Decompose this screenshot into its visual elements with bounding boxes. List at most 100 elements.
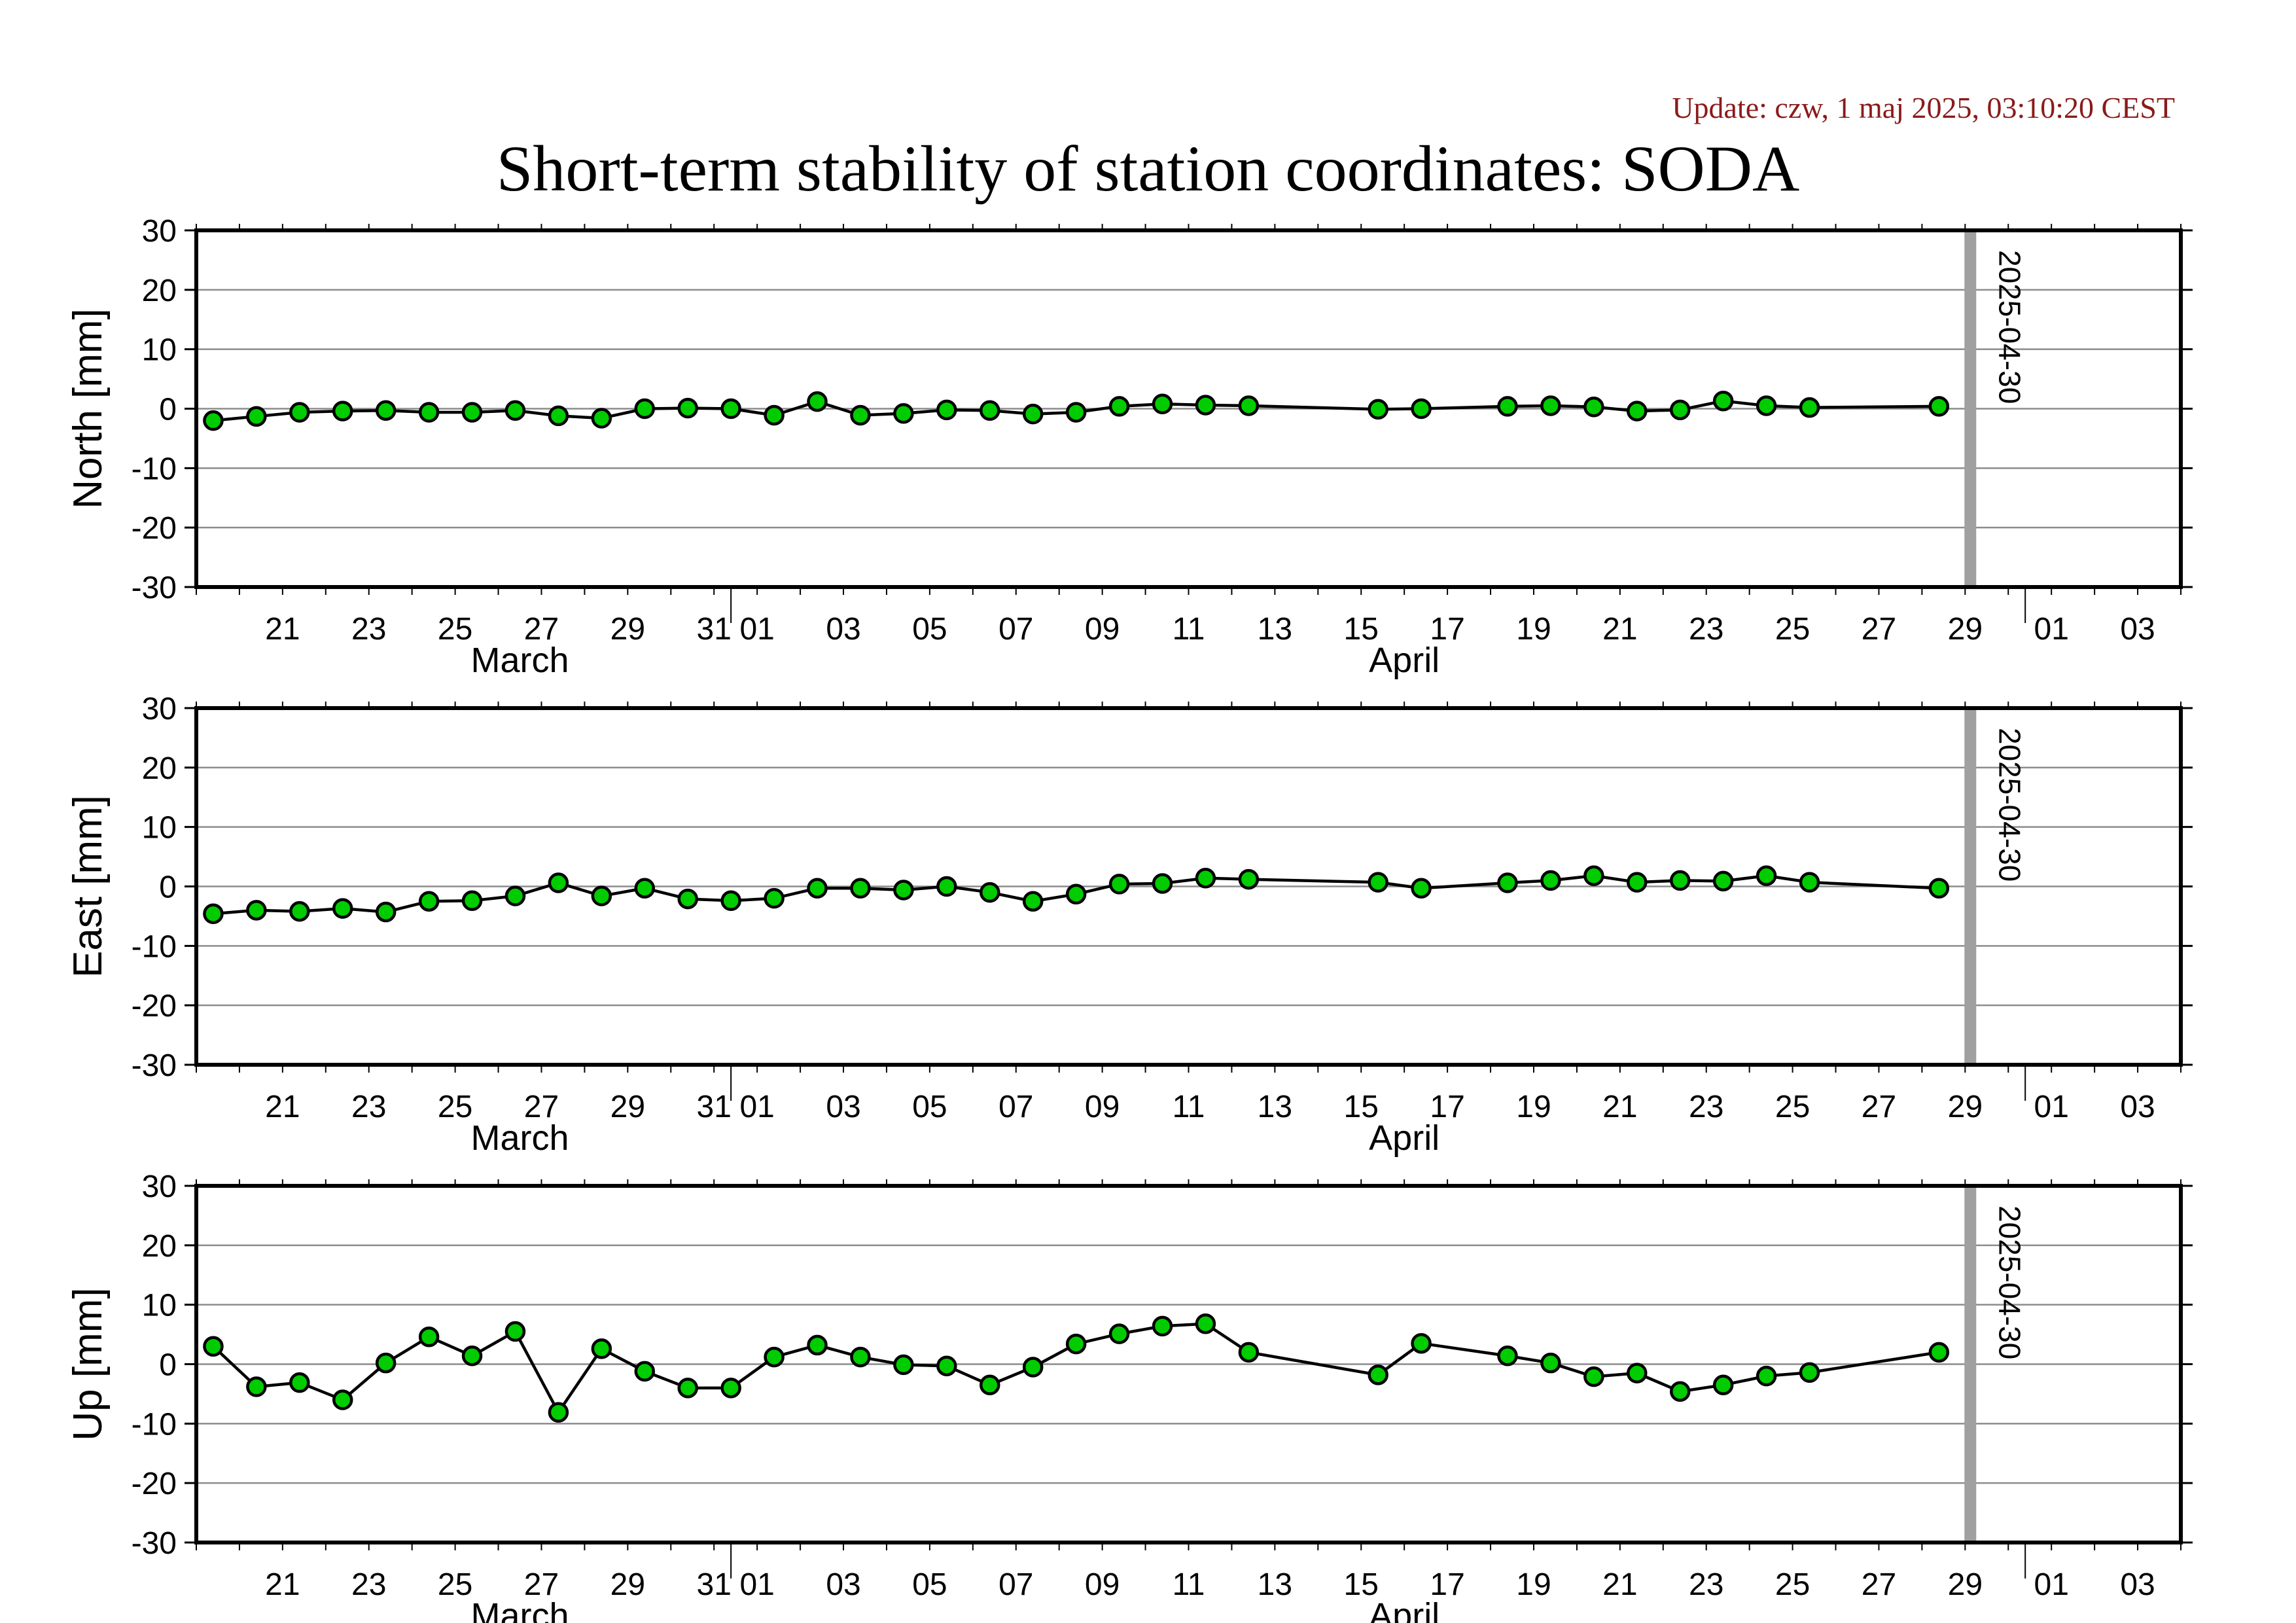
- y-tick-label: -30: [132, 571, 177, 605]
- x-tick-label: 17: [1430, 1090, 1464, 1124]
- y-tick-label: -20: [132, 511, 177, 546]
- x-tick-label: 23: [351, 612, 386, 647]
- data-point: [1799, 1362, 1820, 1383]
- data-point: [375, 901, 397, 923]
- x-tick-label: 23: [1689, 1567, 1723, 1602]
- data-point: [634, 878, 656, 899]
- data-point: [591, 885, 612, 906]
- data-point: [807, 391, 828, 412]
- x-tick-label: 29: [1948, 612, 1983, 647]
- data-point: [332, 898, 353, 919]
- data-point: [1712, 870, 1734, 892]
- data-point: [1152, 873, 1173, 894]
- x-tick-label: 29: [610, 1567, 645, 1602]
- x-tick-label: 25: [1775, 1090, 1810, 1124]
- data-point: [548, 405, 569, 427]
- data-point: [1022, 1357, 1044, 1378]
- data-point: [375, 1352, 397, 1374]
- x-tick-label: 25: [438, 1090, 472, 1124]
- data-point: [1411, 1332, 1432, 1354]
- x-tick-label: 17: [1430, 612, 1464, 647]
- x-tick-label: 05: [912, 1567, 947, 1602]
- plot-frame: [194, 1184, 2183, 1544]
- data-point: [461, 402, 483, 423]
- data-point: [1497, 396, 1518, 417]
- data-point: [1540, 1352, 1561, 1374]
- data-point: [1712, 390, 1734, 412]
- data-point: [1627, 872, 1648, 893]
- data-point: [1497, 1346, 1518, 1366]
- data-point: [1669, 870, 1691, 891]
- data-point: [980, 400, 1000, 421]
- y-tick-label: 30: [142, 1169, 177, 1204]
- x-tick-label: 17: [1430, 1567, 1464, 1602]
- x-tick-label: 07: [998, 1090, 1033, 1124]
- data-point: [203, 410, 224, 431]
- x-tick-label: 23: [351, 1090, 386, 1124]
- x-tick-label: 27: [524, 1567, 559, 1602]
- x-tick-label: 25: [438, 612, 472, 647]
- data-point: [893, 880, 914, 901]
- data-point: [634, 1361, 656, 1382]
- data-point: [1065, 883, 1087, 905]
- data-point: [246, 1376, 267, 1397]
- y-tick-label: 10: [142, 333, 177, 368]
- x-tick-label: 13: [1258, 1090, 1292, 1124]
- data-point: [1368, 1364, 1388, 1385]
- data-point: [850, 1346, 871, 1368]
- y-tick-label: 0: [159, 393, 177, 427]
- data-point: [936, 876, 957, 897]
- data-point: [764, 1346, 785, 1368]
- x-tick-label: 15: [1344, 1567, 1379, 1602]
- update-timestamp: Update: czw, 1 maj 2025, 03:10:20 CEST: [1672, 91, 2175, 124]
- data-point: [289, 901, 310, 922]
- x-tick-label: 09: [1085, 1567, 1120, 1602]
- x-tick-label: 15: [1344, 1090, 1379, 1124]
- data-point: [1022, 891, 1044, 912]
- data-point: [1368, 872, 1388, 893]
- data-point: [246, 900, 267, 921]
- y-tick-label: 30: [142, 214, 177, 249]
- data-point: [1238, 868, 1260, 890]
- y-axis-title: Up [mm]: [65, 1287, 111, 1440]
- y-axis-title: North [mm]: [65, 308, 111, 509]
- data-point: [1065, 1333, 1087, 1355]
- plot-frame: [194, 228, 2183, 589]
- data-point: [504, 885, 526, 906]
- y-tick-label: -10: [132, 1407, 177, 1442]
- data-point: [1497, 872, 1518, 893]
- data-point: [980, 882, 1000, 903]
- data-point: [893, 1354, 914, 1376]
- y-tick-label: 0: [159, 1348, 177, 1383]
- data-point: [1669, 1381, 1691, 1402]
- data-point: [1583, 865, 1604, 886]
- data-point: [720, 398, 741, 419]
- x-tick-label: 01: [2034, 612, 2069, 647]
- data-point: [1152, 393, 1173, 414]
- data-point: [1712, 1374, 1734, 1396]
- x-tick-label: 21: [265, 1090, 300, 1124]
- data-point: [677, 888, 698, 910]
- data-point: [1799, 397, 1820, 418]
- data-point: [1540, 395, 1561, 416]
- x-tick-label: 31: [697, 612, 732, 647]
- data-point: [332, 401, 353, 421]
- data-point: [807, 1334, 828, 1356]
- x-tick-label: 01: [739, 612, 774, 647]
- data-point: [893, 403, 914, 424]
- data-point: [720, 1378, 741, 1399]
- x-tick-label: 11: [1173, 612, 1205, 647]
- page-title: Short-term stability of station coordina…: [496, 132, 1800, 205]
- plot-frame: [194, 706, 2183, 1067]
- data-point: [677, 397, 698, 419]
- month-label: April: [1369, 1118, 1439, 1158]
- data-point: [764, 404, 785, 426]
- y-tick-label: 10: [142, 811, 177, 846]
- x-tick-label: 09: [1085, 612, 1120, 647]
- y-tick-label: -10: [132, 929, 177, 964]
- data-point: [504, 1321, 526, 1342]
- data-point: [375, 400, 397, 421]
- data-point: [936, 399, 957, 421]
